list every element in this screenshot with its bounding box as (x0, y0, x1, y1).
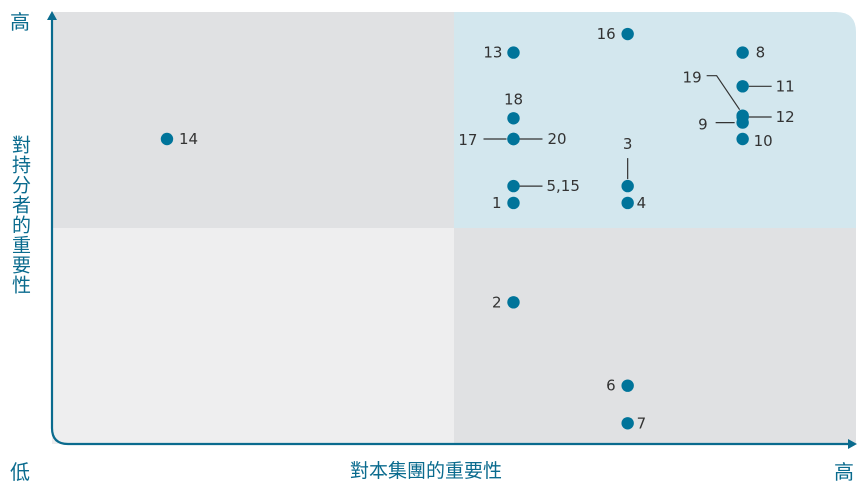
data-label-9: 9 (698, 116, 708, 134)
axes (47, 11, 857, 449)
leader-line-19 (706, 75, 741, 111)
data-label-16: 16 (597, 25, 616, 43)
y-axis-high-label: 高 (10, 10, 30, 34)
data-label-3: 3 (623, 135, 633, 153)
data-point-10 (736, 132, 749, 146)
quadrant-top-right (454, 12, 856, 228)
data-label-19: 19 (683, 69, 702, 87)
data-label-12: 12 (776, 108, 795, 126)
data-point-11 (736, 80, 749, 93)
x-axis-arrow (848, 439, 857, 449)
y-axis-title: 對持分者的重要性 (9, 135, 31, 295)
quadrant-bottom-left (52, 228, 454, 444)
quadrant-top-left (52, 12, 454, 228)
data-point-4 (621, 196, 634, 210)
data-points (160, 27, 749, 430)
data-label-18: 18 (504, 90, 523, 108)
label-leader-lines (483, 75, 772, 187)
data-label-17: 17 (458, 131, 477, 149)
data-label-11: 11 (776, 77, 795, 95)
data-point-14 (160, 132, 174, 146)
data-point-3 (621, 179, 634, 193)
data-label-6: 6 (606, 377, 616, 395)
data-point-18 (507, 112, 520, 125)
origin-low-label: 低 (10, 460, 30, 484)
data-point-2 (507, 296, 520, 309)
data-point-5-15 (507, 179, 520, 193)
data-label-7: 7 (637, 414, 647, 432)
y-axis-arrow (47, 11, 57, 20)
data-point-8 (736, 46, 749, 59)
data-point-7 (621, 417, 634, 430)
quadrant-backgrounds (52, 12, 856, 444)
data-point-13 (507, 46, 520, 59)
data-label-1: 1 (492, 194, 502, 212)
data-label-4: 4 (637, 194, 647, 212)
data-label-2: 2 (492, 293, 502, 311)
data-point-6 (621, 379, 634, 392)
data-label-5-15: 5,15 (546, 177, 579, 195)
data-label-10: 10 (754, 132, 773, 150)
data-point-16 (621, 27, 634, 41)
data-label-20: 20 (547, 130, 566, 148)
data-point-19 (736, 109, 749, 122)
data-point-20 (507, 132, 520, 146)
axis-line (50, 18, 850, 446)
quadrant-bottom-right (454, 228, 856, 444)
data-label-8: 8 (756, 44, 766, 62)
x-axis-high-label: 高 (834, 460, 854, 484)
data-label-13: 13 (483, 44, 502, 62)
data-point-1 (507, 196, 520, 210)
data-label-14: 14 (179, 130, 198, 148)
x-axis-title: 對本集團的重要性 (350, 460, 503, 482)
